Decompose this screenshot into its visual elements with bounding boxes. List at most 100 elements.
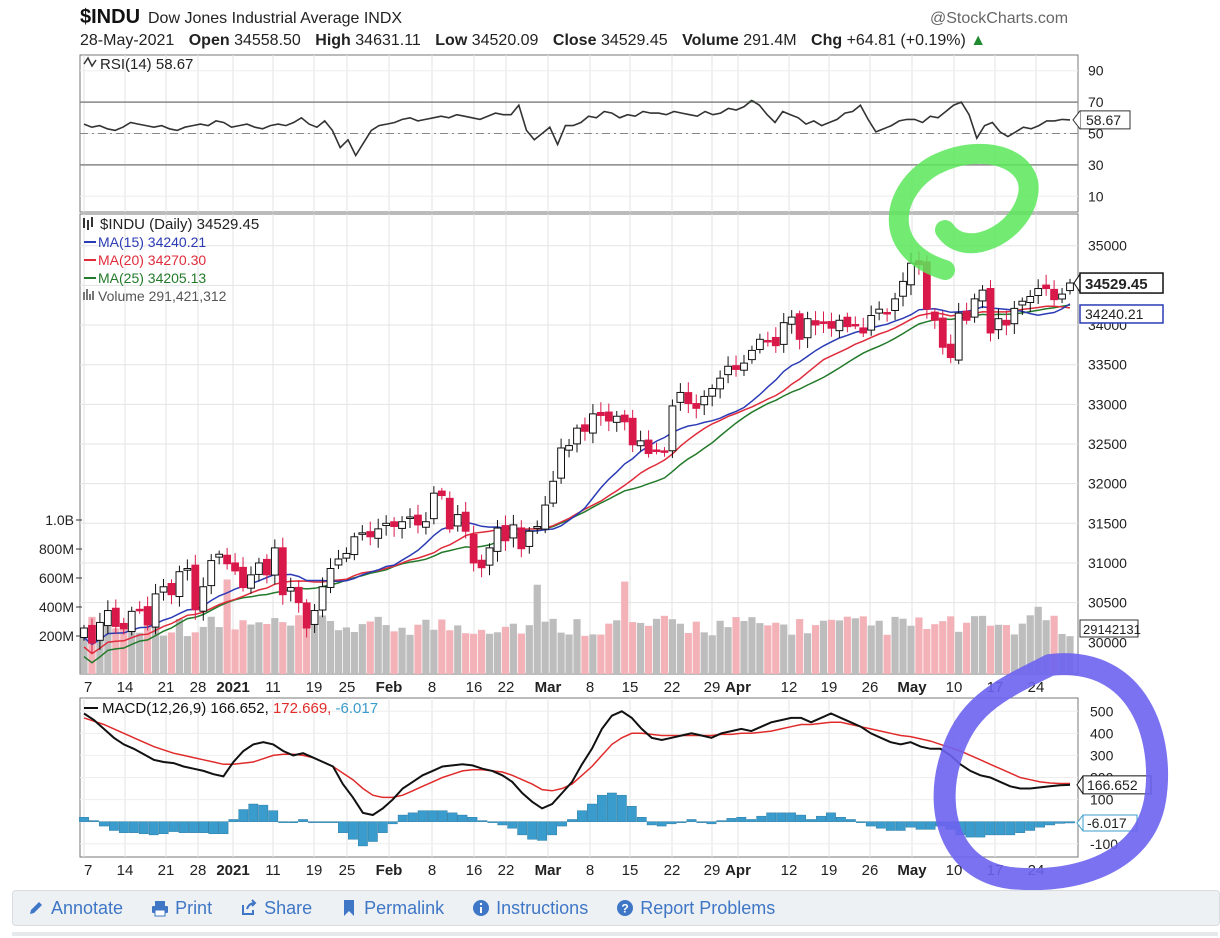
candlestick xyxy=(445,497,454,530)
macd-histogram-bar xyxy=(357,821,368,847)
annotate-button[interactable]: Annotate xyxy=(27,898,123,919)
candlestick xyxy=(366,531,375,538)
candlestick xyxy=(1050,288,1058,301)
instructions-button[interactable]: Instructions xyxy=(472,898,588,919)
candlestick xyxy=(493,527,502,552)
share-label: Share xyxy=(264,897,313,918)
close-label: Close xyxy=(552,32,597,49)
candlestick xyxy=(334,558,343,566)
candlestick xyxy=(859,327,868,334)
macd-histogram-bar xyxy=(268,810,279,822)
green-highlight-circle xyxy=(888,143,1039,280)
volume-bar xyxy=(629,622,637,674)
macd-histogram-bar xyxy=(178,821,189,833)
volume-bar xyxy=(676,623,684,674)
permalink-button[interactable]: Permalink xyxy=(340,898,444,919)
print-button[interactable]: Print xyxy=(151,898,212,919)
macd-histogram-bar xyxy=(427,810,438,822)
volume-bar xyxy=(851,618,859,674)
x-tick-label: 15 xyxy=(622,679,639,696)
chg-value: +64.81 (+0.19%) xyxy=(846,32,966,49)
macd-histogram-bar xyxy=(168,821,179,832)
x-tick-label: Mar xyxy=(535,862,562,879)
candlestick xyxy=(954,312,963,361)
macd-histogram-bar xyxy=(497,821,508,826)
volume-bar xyxy=(104,624,112,674)
candlestick xyxy=(175,571,184,598)
candlestick xyxy=(740,362,748,371)
volume-bar xyxy=(978,615,987,674)
candlestick xyxy=(763,339,772,343)
candlestick xyxy=(143,606,152,626)
macd-histogram-bar xyxy=(597,794,607,822)
macd-histogram-bar xyxy=(796,814,806,822)
candlestick xyxy=(946,343,955,359)
x-tick-label: 21 xyxy=(158,862,175,879)
macd-histogram-bar xyxy=(278,821,289,823)
candlestick xyxy=(636,440,645,447)
x-tick-label: 22 xyxy=(664,679,681,696)
macd-histogram-bar xyxy=(846,819,856,822)
macd-histogram-bar xyxy=(537,821,548,841)
rsi-y-tick-label: 90 xyxy=(1088,63,1104,79)
macd-histogram-bar xyxy=(188,821,199,833)
x-tick-label: 7 xyxy=(84,679,92,696)
candlestick xyxy=(700,395,709,406)
x-tick-label: 10 xyxy=(946,679,963,696)
candlestick xyxy=(88,624,96,644)
volume-bar xyxy=(915,617,923,674)
macd-histogram-bar xyxy=(407,812,418,822)
candlestick xyxy=(429,492,438,520)
macd-histogram-bar xyxy=(108,821,119,831)
volume-bar xyxy=(525,625,533,674)
macd-histogram-bar xyxy=(606,792,617,822)
candlestick xyxy=(111,607,120,627)
macd-histogram-bar xyxy=(387,821,398,825)
volume-bar xyxy=(191,632,199,674)
volume-bar xyxy=(462,633,470,674)
macd-histogram-bar xyxy=(885,821,896,831)
candlestick xyxy=(119,622,128,630)
volume-bar xyxy=(970,616,979,674)
volume-bar xyxy=(144,622,152,674)
macd-histogram-bar xyxy=(1065,821,1075,824)
x-tick-label: 15 xyxy=(622,862,639,879)
macd-histogram-bar xyxy=(696,821,707,823)
volume-axis-label: 1.0B xyxy=(45,512,74,528)
macd-histogram-bar xyxy=(487,821,498,823)
macd-histogram-bar xyxy=(626,806,637,822)
x-tick-label: 14 xyxy=(117,679,134,696)
volume-bar xyxy=(581,635,589,674)
candlestick xyxy=(771,336,780,347)
candlestick xyxy=(374,528,383,539)
x-tick-label: 8 xyxy=(586,862,594,879)
share-button[interactable]: Share xyxy=(240,898,312,919)
macd-histogram-bar xyxy=(875,821,886,829)
macd-histogram-bar xyxy=(79,817,89,822)
price-y-tick-label: 32000 xyxy=(1088,476,1127,492)
price-y-tick-label: 31500 xyxy=(1088,515,1127,531)
price-y-tick-label: 31000 xyxy=(1088,555,1127,571)
candlestick xyxy=(390,521,399,527)
candlestick xyxy=(469,533,478,564)
x-tick-label: 28 xyxy=(190,679,207,696)
report-problems-button[interactable]: ? Report Problems xyxy=(616,898,775,919)
macd-histogram-bar xyxy=(726,818,737,822)
macd-histogram-bar xyxy=(656,821,667,827)
candlestick xyxy=(231,562,239,572)
volume-bar xyxy=(1050,615,1058,674)
volume-bar xyxy=(644,625,653,674)
macd-histogram-bar xyxy=(766,812,777,822)
volume-bar xyxy=(955,631,963,674)
candlestick xyxy=(755,338,764,350)
volume-bar xyxy=(748,617,756,674)
macd-histogram-bar xyxy=(338,821,348,833)
volume-bar xyxy=(883,634,891,674)
volume-bar xyxy=(899,618,907,674)
candlestick xyxy=(509,524,518,539)
volume-bar xyxy=(843,616,851,674)
macd-histogram-bar xyxy=(318,821,328,823)
volume-bar xyxy=(223,579,231,674)
candlestick xyxy=(779,322,788,345)
candlestick xyxy=(350,536,359,556)
